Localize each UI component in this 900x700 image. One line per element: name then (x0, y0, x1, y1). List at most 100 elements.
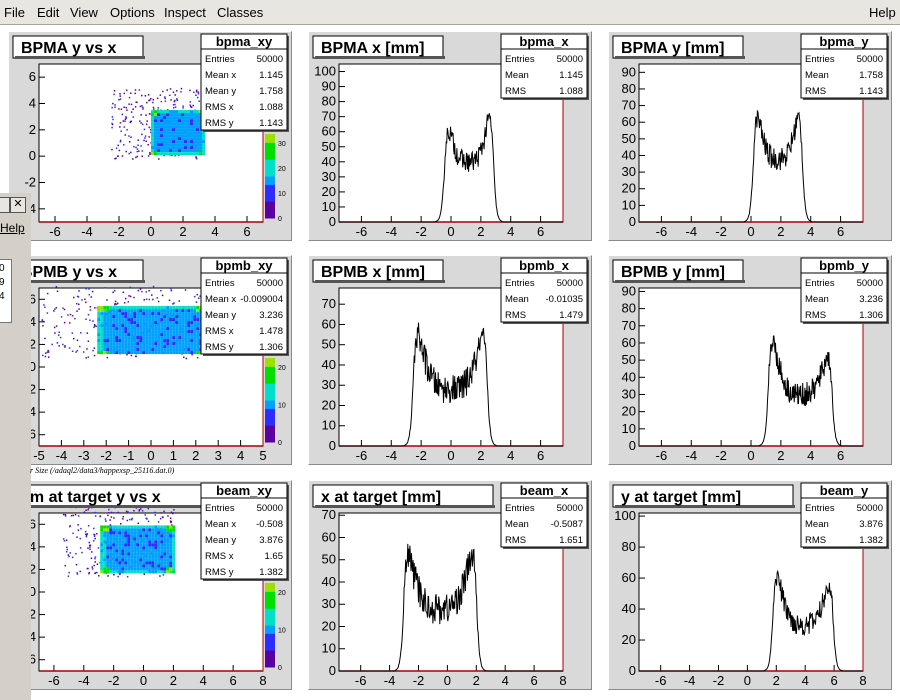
heatmap-cell (173, 302, 175, 304)
heatmap-cell (133, 531, 137, 535)
pad-bpma-y[interactable]: -6 -4 -2 0 2 4 6 0 10 20 30 40 50 60 70 80 90 BPMA y [mm]… (608, 31, 892, 241)
pad-bpmb-y[interactable]: -6 -4 -2 0 2 4 6 0 10 20 30 40 50 60 70 80 90 BPMB y [mm]… (608, 255, 892, 465)
heatmap-cell (175, 336, 179, 340)
heatmap-cell (118, 324, 122, 328)
heatmap-cell (139, 570, 143, 574)
stats-key: Entries (205, 278, 235, 289)
background-help-menu[interactable]: Help (0, 221, 25, 235)
background-value: 0 (0, 263, 5, 274)
menu-help[interactable]: Help (869, 5, 896, 20)
heatmap-cell (100, 537, 104, 541)
heatmap-cell (106, 356, 109, 359)
title-box-shadow (15, 505, 225, 508)
colour-scale-band (265, 633, 275, 643)
heatmap-cell (103, 333, 107, 337)
heatmap-cell (196, 348, 200, 352)
heatmap-cell (119, 140, 122, 143)
heatmap-cell (193, 134, 196, 138)
heatmap-cell (157, 146, 160, 150)
heatmap-cell (79, 345, 81, 348)
heatmap-cell (157, 149, 160, 153)
heatmap-cell (55, 285, 58, 288)
menu-classes[interactable]: Classes (217, 5, 264, 20)
heatmap-cell (193, 125, 196, 129)
pad-beam-x[interactable]: -6 -4 -2 0 2 4 6 8 0 10 20 30 40 50 60 70 x at target [m… (308, 480, 592, 690)
heatmap-cell (46, 292, 49, 295)
heatmap-cell (190, 336, 194, 340)
heatmap-cell (118, 543, 122, 547)
stats-value: -0.508 (256, 519, 283, 530)
heatmap-cell (130, 324, 134, 328)
heatmap-cell (100, 309, 104, 313)
heatmap-cell (193, 342, 197, 346)
heatmap-cell (187, 152, 190, 156)
heatmap-cell (175, 330, 179, 334)
heatmap-cell (44, 337, 46, 340)
background-window-button[interactable] (0, 197, 10, 213)
heatmap-cell (100, 327, 104, 331)
menu-inspect[interactable]: Inspect (164, 5, 206, 20)
x-tick-label: -4 (685, 224, 697, 239)
heatmap-cell (190, 351, 194, 355)
stats-value: 1.65 (265, 551, 284, 562)
heatmap-cell (184, 134, 187, 138)
heatmap-cell (72, 532, 74, 535)
heatmap-cell (133, 540, 137, 544)
heatmap-cell (145, 342, 149, 346)
heatmap-cell (137, 139, 139, 141)
pad-bpma-x[interactable]: -6 -4 -2 0 2 4 6 0 10 20 30 40 50 60 70 80 90 100 BPMA x [… (308, 31, 592, 241)
heatmap-cell (145, 315, 149, 319)
heatmap-cell (181, 312, 185, 316)
close-icon[interactable]: ✕ (10, 197, 26, 213)
heatmap-cell (124, 312, 128, 316)
heatmap-cell (121, 546, 125, 550)
heatmap-cell (169, 113, 172, 117)
heatmap-cell (109, 555, 113, 559)
menu-options[interactable]: Options (110, 5, 155, 20)
heatmap-cell (149, 151, 151, 154)
pad-bpmb-x[interactable]: -6 -4 -2 0 2 4 6 0 10 20 30 40 50 60 70 BPMB x [mm] bpmb… (308, 255, 592, 465)
heatmap-cell (106, 321, 110, 325)
heatmap-cell (106, 348, 110, 352)
menu-edit[interactable]: Edit (37, 5, 60, 20)
heatmap-cell (78, 290, 80, 292)
stats-key: RMS y (205, 118, 234, 129)
heatmap-cell (148, 525, 152, 529)
heatmap-cell (163, 528, 167, 532)
heatmap-cell (178, 152, 181, 156)
y-tick-label: 2 (29, 561, 36, 576)
heatmap-cell (109, 309, 113, 313)
heatmap-cell (109, 549, 113, 553)
heatmap-cell (145, 309, 149, 313)
heatmap-cell (130, 570, 134, 574)
heatmap-cell (109, 534, 113, 538)
heatmap-cell (121, 543, 125, 547)
heatmap-cell (112, 561, 116, 565)
menu-file[interactable]: File (4, 5, 25, 20)
menu-view[interactable]: View (70, 5, 98, 20)
pad-beam-y[interactable]: -6 -4 -2 0 2 4 6 8 0 20 40 60 80 100 y at target [mm] b… (608, 480, 892, 690)
heatmap-cell (136, 348, 140, 352)
chart-title: BPMA x [mm] (321, 40, 424, 57)
heatmap-cell (109, 321, 113, 325)
stats-value: 50000 (557, 54, 583, 65)
heatmap-cell (124, 537, 128, 541)
heatmap-cell (119, 139, 122, 142)
heatmap-cell (184, 137, 187, 141)
heatmap-cell (132, 108, 134, 110)
y-tick-label: 40 (322, 357, 336, 372)
heatmap-cell (121, 528, 125, 532)
heatmap-cell (136, 148, 139, 150)
heatmap-cell (112, 315, 116, 319)
file-path-label: r Size (/adaql2/data3/happexsp_25116.dat… (30, 466, 175, 475)
heatmap-cell (139, 564, 143, 568)
heatmap-cell (166, 558, 170, 562)
heatmap-cell (148, 570, 152, 574)
heatmap-cell (54, 332, 56, 334)
heatmap-cell (166, 561, 170, 565)
colour-scale-label: 30 (278, 141, 286, 148)
